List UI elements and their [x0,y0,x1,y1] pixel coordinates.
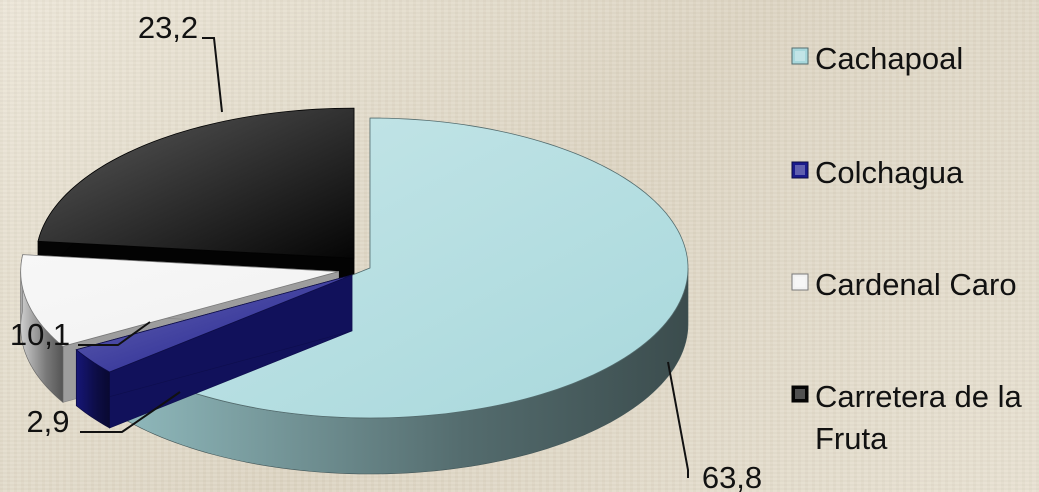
data-label: 63,8 [702,460,762,492]
legend-item: Colchagua [791,155,964,190]
pie-slices [20,107,689,475]
data-label: 10,1 [10,317,70,352]
leader-line [202,37,223,113]
data-labels: 63,8 2,9 10,1 23,2 [10,10,762,492]
legend-item: Cardenal Caro [791,267,1017,302]
legend-item: Carretera de la Fruta [791,379,1023,456]
legend-swatch-highlight [795,389,805,399]
legend: Cachapoal Colchagua Cardenal Caro Carretera… [791,41,1023,456]
leader-line [78,321,151,346]
leader-line [80,391,181,433]
legend-label: Colchagua [815,155,964,190]
legend-item: Cachapoal [791,41,963,76]
leader-line [667,361,689,478]
data-label: 2,9 [26,404,69,439]
legend-swatch-highlight [795,165,805,175]
legend-label: Cachapoal [815,41,963,76]
legend-swatch-highlight [795,277,805,287]
legend-swatch-highlight [795,51,805,61]
pie-slice-colchagua [75,274,353,429]
legend-label: Carretera de la [815,379,1023,414]
legend-label: Cardenal Caro [815,267,1017,302]
data-label: 23,2 [138,10,198,45]
legend-label-continued: Fruta [815,421,888,456]
